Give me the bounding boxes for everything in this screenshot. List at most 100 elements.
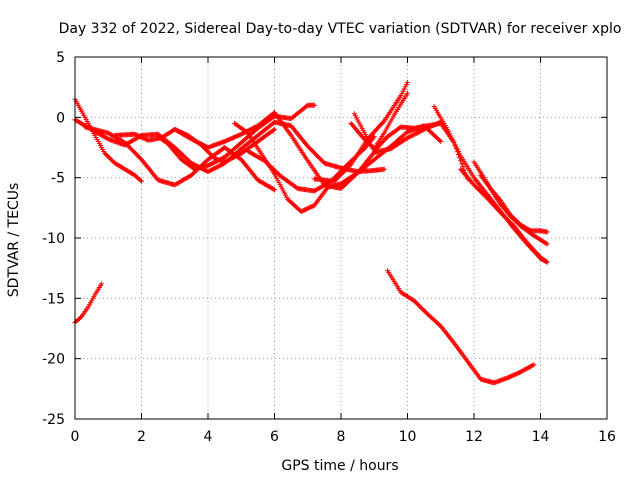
data-point: [409, 133, 415, 139]
data-point: [206, 168, 212, 174]
data-point: [452, 142, 458, 148]
series-s4: [82, 124, 277, 193]
data-point: [219, 155, 225, 161]
data-point: [318, 157, 324, 163]
data-point: [447, 131, 453, 137]
data-point: [416, 302, 422, 308]
data-point: [450, 137, 456, 143]
data-point: [505, 217, 511, 223]
data-point: [307, 204, 313, 210]
data-point: [412, 131, 418, 137]
series-s14: [431, 103, 550, 265]
data-point: [398, 93, 404, 99]
data-point: [314, 152, 320, 158]
series-s7: [172, 110, 444, 192]
data-point: [509, 373, 515, 379]
data-point: [544, 241, 550, 247]
data-point: [223, 158, 229, 164]
x-tick-label: 12: [465, 429, 483, 445]
data-point: [233, 153, 239, 159]
data-point: [345, 165, 351, 171]
data-point: [216, 157, 222, 163]
series-s10: [311, 79, 410, 184]
data-point: [316, 155, 322, 161]
data-point: [332, 177, 338, 183]
data-point: [237, 156, 243, 162]
data-point: [421, 308, 427, 314]
data-point: [449, 135, 455, 141]
data-point: [513, 371, 519, 377]
data-point: [247, 127, 253, 133]
data-point: [335, 175, 341, 181]
data-point: [197, 141, 203, 147]
data-point: [193, 138, 199, 144]
data-point: [211, 160, 217, 166]
data-point: [123, 141, 129, 147]
x-tick-label: 14: [532, 429, 550, 445]
data-point: [212, 159, 218, 165]
data-point: [249, 126, 255, 132]
data-point: [502, 214, 508, 220]
data-point: [505, 374, 511, 380]
data-point: [244, 129, 250, 135]
data-point: [405, 135, 410, 141]
data-point: [270, 110, 276, 116]
data-point: [217, 156, 223, 162]
data-point: [229, 155, 235, 161]
data-point: [206, 162, 212, 168]
data-point: [131, 149, 137, 155]
data-point: [472, 183, 478, 189]
x-tick-label: 4: [204, 429, 213, 445]
data-point: [248, 126, 254, 132]
data-point: [510, 222, 516, 228]
data-point: [272, 126, 277, 132]
data-point: [501, 213, 507, 219]
data-point: [417, 303, 423, 309]
data-point: [208, 152, 214, 158]
data-point: [252, 124, 258, 130]
data-point: [446, 129, 452, 135]
data-point: [411, 298, 417, 304]
y-tick-label: -5: [51, 171, 65, 187]
data-point: [399, 90, 405, 96]
data-point: [134, 132, 140, 138]
data-point: [216, 163, 222, 169]
data-point: [451, 140, 457, 146]
data-point: [309, 148, 315, 154]
data-point: [403, 82, 409, 88]
data-point: [342, 167, 348, 173]
data-point: [460, 164, 466, 170]
data-point: [212, 165, 218, 171]
data-point: [543, 258, 549, 264]
data-point: [199, 142, 205, 148]
data-point: [209, 166, 215, 172]
data-point: [397, 125, 403, 131]
data-point: [311, 150, 317, 156]
data-point: [236, 152, 242, 158]
data-point: [543, 240, 549, 246]
data-point: [511, 372, 517, 378]
data-point: [215, 158, 221, 164]
data-point: [504, 375, 510, 381]
data-point: [515, 370, 521, 376]
data-point: [336, 174, 342, 180]
data-point: [124, 142, 130, 148]
y-tick-label: -20: [42, 352, 65, 368]
x-tick-label: 8: [337, 429, 346, 445]
data-point: [510, 372, 516, 378]
data-point: [506, 374, 512, 380]
data-point: [139, 134, 144, 140]
data-point: [498, 210, 504, 216]
data-point: [135, 153, 141, 159]
data-point: [309, 203, 315, 209]
data-point: [133, 151, 139, 157]
data-point: [214, 164, 220, 170]
x-tick-label: 10: [399, 429, 417, 445]
data-point: [454, 146, 460, 152]
data-point: [137, 134, 143, 140]
data-point: [133, 132, 139, 138]
data-point: [78, 314, 84, 320]
data-point: [438, 138, 444, 144]
data-point: [188, 136, 194, 142]
